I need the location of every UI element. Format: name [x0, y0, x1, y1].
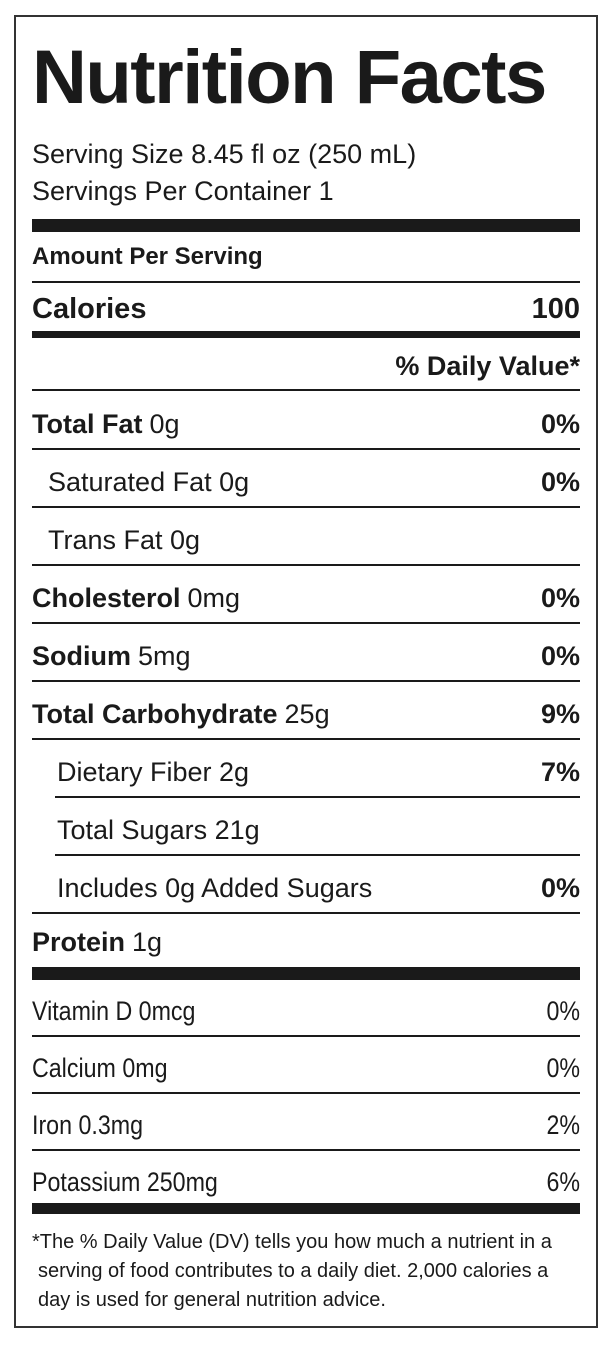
rule — [32, 680, 580, 682]
nutrient-row: Total Sugars 21g — [57, 813, 260, 848]
vitamin-dv-text: 2% — [546, 1110, 580, 1141]
nutrient-name: Cholesterol — [32, 583, 181, 614]
nutrient-row: Dietary Fiber 2g — [57, 755, 249, 790]
vitamin-dv-text: 0% — [546, 1053, 580, 1084]
vitamin-dv: 2% — [541, 1108, 580, 1143]
rule — [32, 1035, 580, 1037]
nutrient-dv: 0% — [540, 641, 580, 672]
vitamin-dv: 0% — [541, 994, 580, 1029]
vitamin-label-text: Vitamin D 0mcg — [32, 996, 196, 1027]
serving-size: Serving Size 8.45 fl oz (250 mL) — [32, 139, 417, 170]
rule — [32, 448, 580, 450]
nutrient-name: Dietary Fiber 2g — [57, 757, 250, 788]
rule — [32, 1149, 580, 1151]
thick-rule — [32, 967, 580, 980]
nutrient-name: Total Fat — [32, 409, 143, 440]
rule — [32, 738, 580, 740]
vitamin-label-text: Potassium 250mg — [32, 1167, 218, 1198]
rule — [55, 854, 580, 856]
nutrient-dv: 0% — [540, 873, 580, 904]
nutrient-amount: 1g — [132, 927, 163, 958]
nutrient-row: Saturated Fat 0g — [48, 465, 249, 500]
nutrient-dv: 0% — [540, 583, 580, 614]
vitamin-dv: 0% — [541, 1051, 580, 1086]
nutrient-amount: 0mg — [187, 583, 241, 614]
nutrient-name: Total Sugars 21g — [57, 815, 260, 846]
nutrient-amount: 5mg — [138, 641, 191, 672]
nutrient-row: Trans Fat 0g — [48, 523, 200, 558]
rule — [55, 796, 580, 798]
nutrient-name: Sodium — [32, 641, 131, 672]
footnote-line: *The % Daily Value (DV) tells you how mu… — [32, 1231, 552, 1253]
vitamin-label-text: Iron 0.3mg — [32, 1110, 144, 1141]
vitamin-dv: 6% — [541, 1165, 580, 1200]
calories-label: Calories — [32, 293, 147, 326]
nutrient-row: Cholesterol 0mg — [32, 581, 240, 616]
vitamin-label: Vitamin D 0mcg — [32, 994, 222, 1029]
thick-rule — [32, 331, 580, 338]
nutrient-row: Protein 1g — [32, 925, 162, 960]
nutrient-name: Protein — [32, 927, 126, 958]
nutrient-amount: 25g — [284, 699, 330, 730]
nutrient-dv: 0% — [540, 467, 580, 498]
amount-per-serving: Amount Per Serving — [32, 243, 263, 271]
servings-per-container: Servings Per Container 1 — [32, 176, 334, 207]
nutrient-dv: 9% — [540, 699, 580, 730]
rule — [32, 1092, 580, 1094]
nutrient-row: Includes 0g Added Sugars — [57, 871, 372, 906]
nutrient-name: Includes 0g Added Sugars — [57, 873, 373, 904]
rule — [32, 622, 580, 624]
nutrient-name: Trans Fat 0g — [48, 525, 201, 556]
thick-rule — [32, 219, 580, 232]
footnote-line: day is used for general nutrition advice… — [38, 1289, 386, 1311]
vitamin-label-text: Calcium 0mg — [32, 1053, 168, 1084]
footnote-line: serving of food contributes to a daily d… — [38, 1260, 549, 1282]
rule — [32, 912, 580, 914]
nutrient-dv: 0% — [540, 409, 580, 440]
vitamin-dv-text: 6% — [546, 1167, 580, 1198]
nutrient-dv: 7% — [540, 757, 580, 788]
daily-value-header: % Daily Value* — [395, 351, 580, 382]
nutrient-row: Total Fat 0g — [32, 407, 180, 442]
vitamin-label: Potassium 250mg — [32, 1165, 248, 1200]
calories-value: 100 — [531, 293, 580, 326]
nutrient-name: Total Carbohydrate — [32, 699, 278, 730]
vitamin-label: Iron 0.3mg — [32, 1108, 161, 1143]
nutrient-row: Sodium 5mg — [32, 639, 191, 674]
nutrient-name: Saturated Fat 0g — [48, 467, 250, 498]
rule — [32, 564, 580, 566]
nutrient-row: Total Carbohydrate 25g — [32, 697, 330, 732]
thick-rule — [32, 1203, 580, 1214]
vitamin-label: Calcium 0mg — [32, 1051, 190, 1086]
rule — [32, 281, 580, 283]
title: Nutrition Facts — [32, 34, 547, 120]
nutrient-amount: 0g — [149, 409, 180, 440]
rule — [32, 389, 580, 391]
rule — [32, 506, 580, 508]
nutrition-label — [14, 15, 598, 1328]
vitamin-dv-text: 0% — [546, 996, 580, 1027]
